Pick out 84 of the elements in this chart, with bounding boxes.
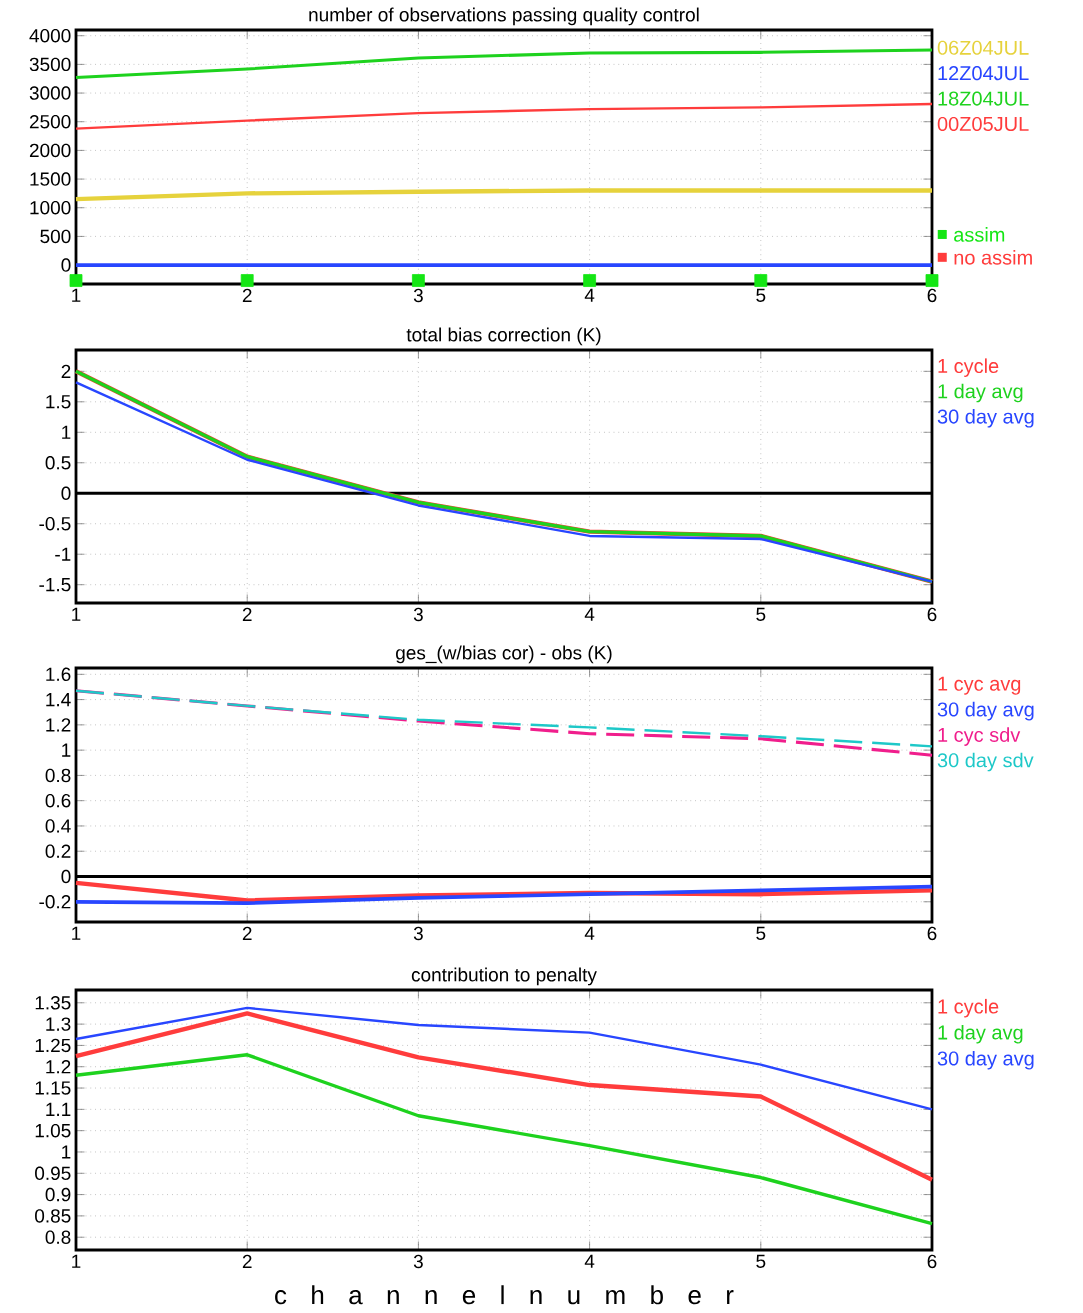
y-tick-label: 1.5 [46, 395, 71, 409]
y-tick-label: 2000 [29, 143, 71, 158]
y-tick-label: 1 [62, 743, 71, 757]
chart-title: ges_(w/bias cor) - obs (K) [396, 645, 612, 664]
y-tick-label: 1.1 [46, 1102, 71, 1116]
legend-label: assim [954, 227, 1005, 242]
x-tick-label: 2 [242, 607, 252, 621]
chart-title: number of observations passing quality control [309, 7, 699, 26]
x-tick-label: 4 [584, 607, 595, 621]
x-tick-label: 1 [72, 288, 81, 302]
y-tick-label: 1000 [30, 201, 71, 215]
y-tick-label: 0 [61, 258, 71, 272]
x-tick-label: 1 [72, 607, 81, 621]
x-tick-label: 4 [584, 288, 595, 302]
x-tick-label: 4 [584, 926, 595, 940]
y-tick-label: 1 [62, 425, 71, 439]
y-tick-label: 0 [61, 486, 71, 500]
text: 12Z04JUL [938, 66, 1029, 81]
y-tick-label: 500 [40, 229, 71, 244]
text: 30 day avg [937, 1050, 1034, 1070]
series-label: 00Z05JUL [937, 116, 1029, 132]
y-tick-label: 1.05 [35, 1123, 71, 1138]
y-tick-label: 0.95 [35, 1166, 71, 1181]
y-tick-label: 3500 [29, 57, 71, 72]
x-tick-label: 5 [756, 607, 766, 621]
x-tick-label: 4 [584, 1254, 595, 1268]
y-tick-label: 1.4 [46, 693, 71, 707]
y-tick-label: 1.3 [46, 1017, 71, 1031]
x-tick-label: 1 [72, 1254, 81, 1268]
x-tick-label: 5 [756, 926, 766, 940]
chart-title: total bias correction (K) [406, 327, 601, 346]
x-tick-label: 2 [242, 1254, 252, 1268]
chart-title: contribution to penalty [411, 967, 597, 986]
y-tick-label: 1.2 [46, 1060, 71, 1074]
y-tick-label: 0.9 [45, 1187, 71, 1202]
y-tick-label: 1500 [30, 172, 71, 186]
y-tick-label: 0.5 [45, 456, 71, 470]
y-tick-label: 2 [61, 364, 71, 378]
x-tick-label: 1 [72, 926, 81, 940]
y-tick-label: 0 [61, 869, 71, 884]
x-tick-label: 2 [242, 288, 252, 302]
y-tick-label: 4000 [29, 29, 71, 43]
text: 18Z04JUL [938, 91, 1029, 106]
x-tick-label: 6 [927, 1254, 937, 1269]
y-tick-label: -0.5 [39, 517, 71, 531]
x-axis-title: c h a n n e l n u m b e r [275, 1285, 734, 1305]
text: 30 day avg [937, 408, 1034, 428]
x-tick-label: 6 [927, 288, 937, 303]
text: 1 day avg [938, 383, 1023, 403]
x-tick-label: 3 [413, 1254, 423, 1269]
y-tick-label: 0.8 [45, 1230, 71, 1244]
series-label: 30 day sdv [937, 752, 1034, 772]
y-tick-label: 0.85 [35, 1209, 71, 1223]
text: 1 cyc avg [938, 676, 1021, 695]
y-tick-label: 1 [62, 1145, 71, 1159]
y-tick-label: 0.2 [45, 844, 71, 858]
x-tick-label: 2 [242, 926, 252, 940]
y-tick-label: 1.2 [46, 718, 71, 732]
y-tick-label: 1.15 [35, 1081, 71, 1095]
text: 1 cycle [938, 998, 999, 1018]
y-tick-label: 0.4 [45, 819, 71, 833]
text: 1 cycle [938, 358, 999, 378]
y-tick-label: -0.2 [39, 895, 71, 909]
x-tick-label: 5 [756, 1254, 766, 1268]
text: 1 day avg [938, 1024, 1023, 1044]
y-tick-label: 1.25 [35, 1038, 71, 1053]
text: 30 day avg [937, 701, 1034, 721]
x-tick-label: 6 [927, 926, 937, 941]
y-tick-label: 1.6 [46, 667, 71, 682]
x-tick-label: 5 [756, 288, 766, 302]
y-tick-label: 1.35 [35, 996, 71, 1010]
x-tick-label: 6 [927, 607, 937, 622]
y-tick-label: -1 [55, 547, 71, 561]
y-tick-label: 0.6 [45, 793, 71, 808]
x-tick-label: 3 [413, 607, 423, 622]
x-tick-label: 3 [413, 288, 423, 303]
x-tick-label: 3 [413, 926, 423, 941]
text: 06Z04JUL [937, 40, 1029, 55]
y-tick-label: -1.5 [39, 578, 71, 592]
y-tick-label: 2500 [29, 115, 71, 129]
series-label: 1 cyc sdv [938, 727, 1021, 746]
y-tick-label: 0.8 [45, 768, 71, 783]
legend-label: no assim [954, 249, 1032, 265]
y-tick-label: 3000 [29, 86, 71, 100]
